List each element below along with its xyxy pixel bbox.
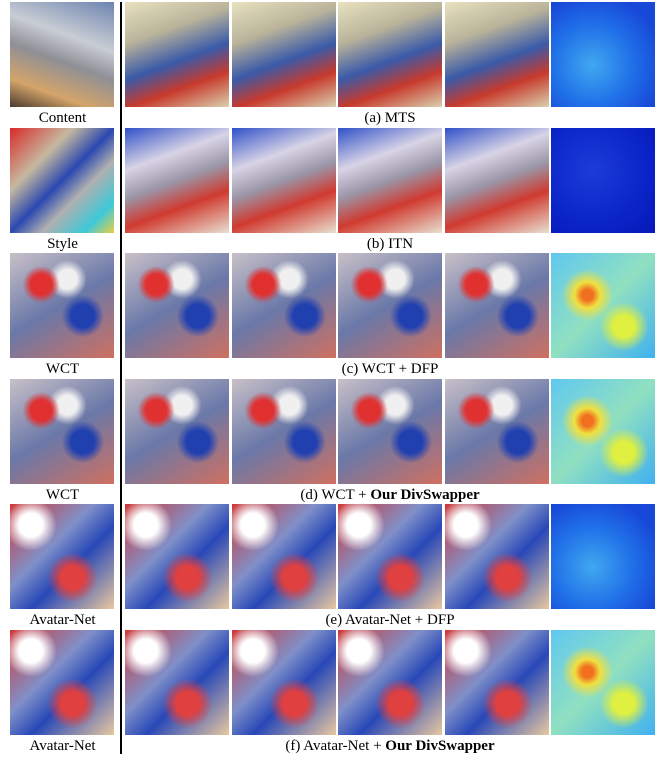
heatmap-image	[551, 630, 655, 735]
caption-text: (f) Avatar-Net +	[285, 738, 385, 754]
input-image	[10, 253, 114, 358]
caption-text: (c) WCT + DFP	[342, 361, 439, 377]
caption-text: (a) MTS	[364, 110, 415, 126]
result-image	[232, 128, 336, 233]
result-image	[445, 2, 549, 107]
figure-page: Content (a) MTS Style (b) ITN WCT (c) WCT + D…	[0, 0, 660, 758]
result-image	[232, 379, 336, 484]
caption-bold: Our DivSwapper	[370, 487, 479, 503]
result-image	[232, 2, 336, 107]
result-image	[125, 379, 229, 484]
result-image	[125, 504, 229, 609]
heatmap-image	[551, 128, 655, 233]
row-caption: (d) WCT + Our DivSwapper	[125, 486, 655, 504]
result-image	[338, 2, 442, 107]
result-image	[338, 630, 442, 735]
result-image	[445, 253, 549, 358]
row-label: Style	[0, 235, 125, 253]
row-label: WCT	[0, 486, 125, 504]
row-label: Content	[0, 109, 125, 127]
result-image	[445, 504, 549, 609]
row-caption: (a) MTS	[125, 109, 655, 127]
result-image	[445, 630, 549, 735]
input-image	[10, 630, 114, 735]
caption-text: (b) ITN	[367, 236, 413, 252]
result-image	[338, 253, 442, 358]
heatmap-image	[551, 504, 655, 609]
row-caption: (e) Avatar-Net + DFP	[125, 611, 655, 629]
row-label: Avatar-Net	[0, 611, 125, 629]
result-image	[232, 253, 336, 358]
result-image	[338, 379, 442, 484]
row-label: WCT	[0, 360, 125, 378]
input-image	[10, 379, 114, 484]
heatmap-image	[551, 379, 655, 484]
result-image	[125, 630, 229, 735]
result-image	[445, 379, 549, 484]
result-image	[232, 504, 336, 609]
caption-bold: Our DivSwapper	[385, 738, 494, 754]
input-image	[10, 2, 114, 107]
caption-text: (e) Avatar-Net + DFP	[325, 612, 454, 628]
result-image	[125, 253, 229, 358]
result-image	[445, 128, 549, 233]
input-image	[10, 128, 114, 233]
result-image	[125, 2, 229, 107]
result-image	[338, 128, 442, 233]
result-image	[232, 630, 336, 735]
heatmap-image	[551, 2, 655, 107]
input-image	[10, 504, 114, 609]
row-caption: (c) WCT + DFP	[125, 360, 655, 378]
row-label: Avatar-Net	[0, 737, 125, 755]
caption-text: (d) WCT +	[300, 487, 370, 503]
result-image	[125, 128, 229, 233]
row-caption: (f) Avatar-Net + Our DivSwapper	[125, 737, 655, 755]
result-image	[338, 504, 442, 609]
heatmap-image	[551, 253, 655, 358]
row-caption: (b) ITN	[125, 235, 655, 253]
